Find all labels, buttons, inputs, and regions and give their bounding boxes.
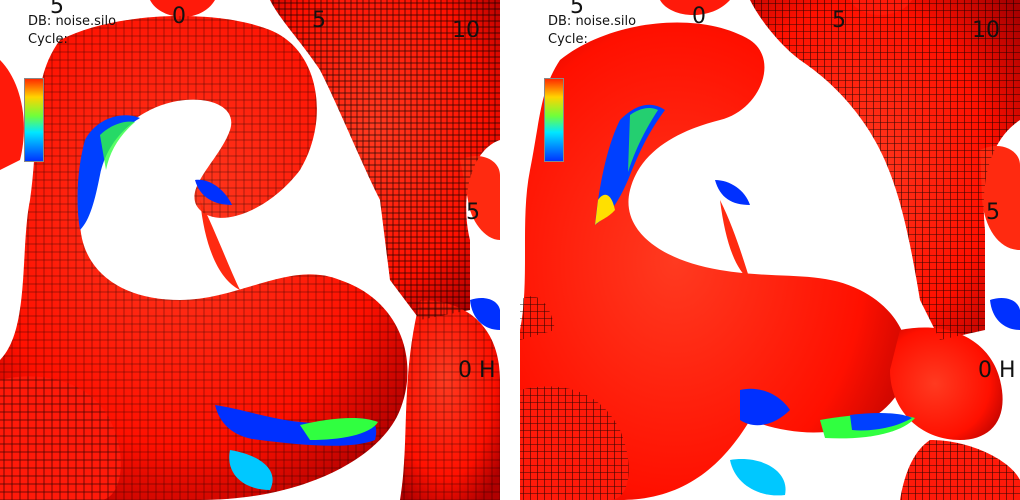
isosurface-render-left — [0, 0, 500, 500]
colorbar-legend — [24, 78, 44, 162]
axis-tick-label: 0 H — [458, 358, 496, 383]
scalar-patch-upper — [595, 104, 750, 225]
render-viewport-right[interactable]: DB: noise.silo Cycle: 5 0 5 10 5 0 H — [520, 0, 1020, 500]
axis-tick-label: 0 — [172, 4, 186, 29]
axis-tick-label: 5 — [50, 0, 64, 19]
axis-tick-label: 5 — [986, 200, 1000, 225]
cycle-label: Cycle: — [548, 32, 588, 47]
axis-tick-label: 5 — [832, 8, 846, 33]
wireframe-overlay — [520, 0, 1020, 500]
colorbar-legend — [544, 78, 564, 162]
isosurface-render-right — [520, 0, 1020, 500]
database-label: DB: noise.silo — [28, 14, 117, 29]
axis-tick-label: 10 — [452, 18, 480, 43]
axis-tick-label: 0 — [692, 4, 706, 29]
cycle-label: Cycle: — [28, 32, 68, 47]
axis-tick-label: 10 — [972, 18, 1000, 43]
render-viewport-left[interactable]: DB: noise.silo Cycle: 5 0 5 10 5 0 H — [0, 0, 500, 500]
axis-tick-label: 5 — [466, 200, 480, 225]
database-label: DB: noise.silo — [548, 14, 637, 29]
axis-tick-label: 5 — [312, 8, 326, 33]
axis-tick-label: 5 — [570, 0, 584, 19]
axis-tick-label: 0 H — [978, 358, 1016, 383]
scalar-patch-lower — [730, 298, 1020, 496]
scalar-patch-lower — [215, 298, 500, 490]
scalar-patch-upper — [77, 115, 232, 230]
